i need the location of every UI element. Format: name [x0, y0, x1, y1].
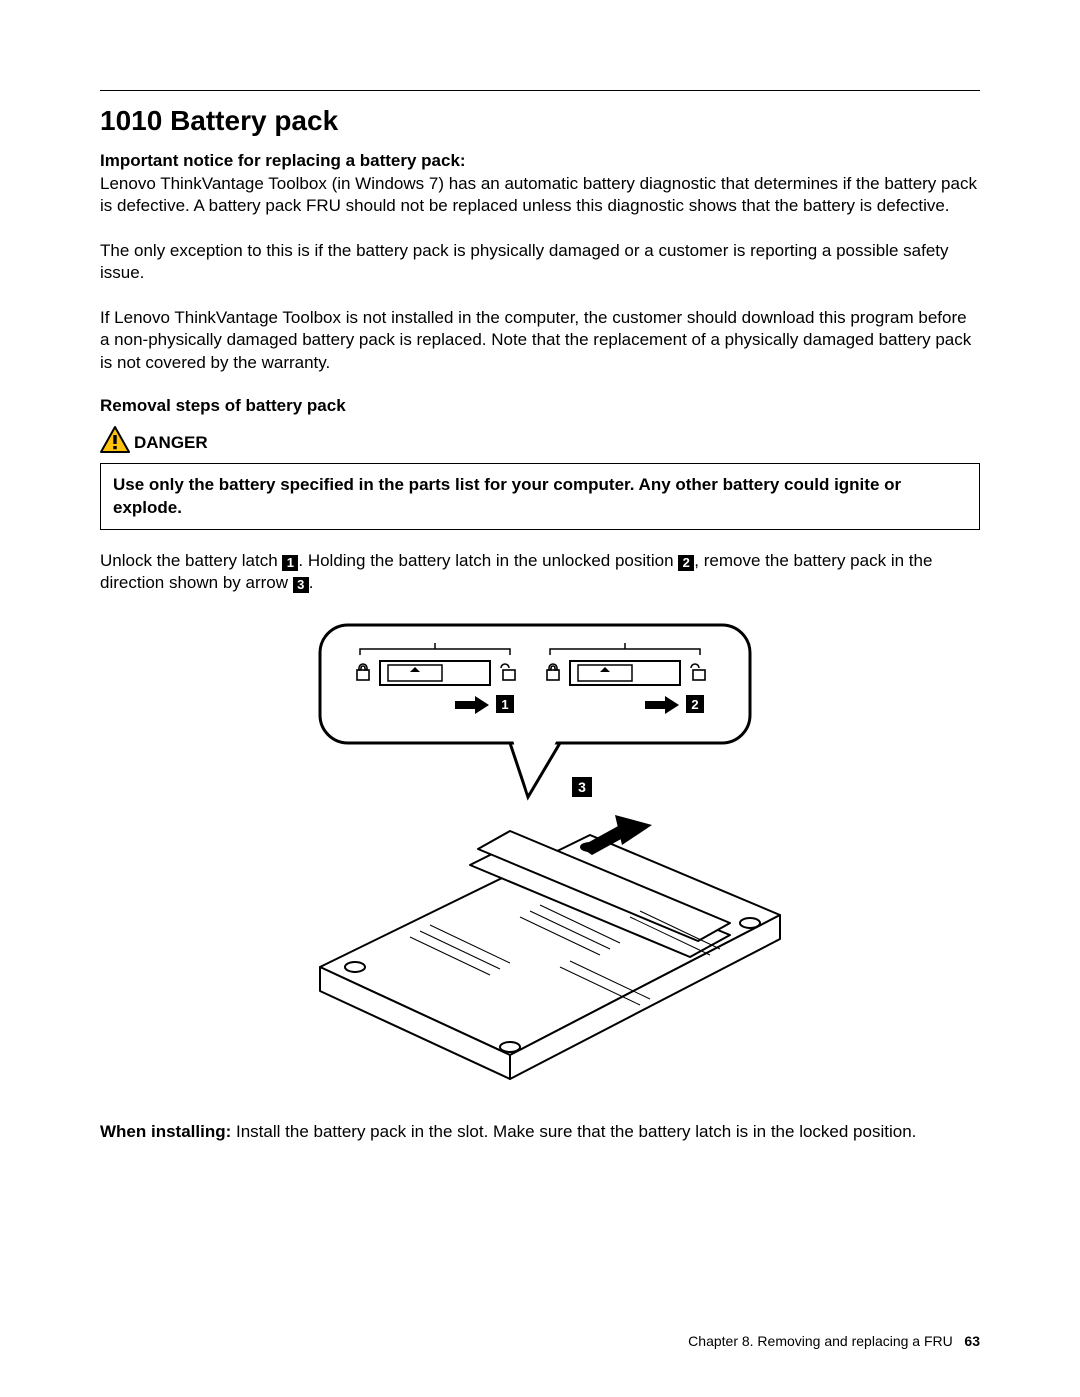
notice-paragraph-2: The only exception to this is if the bat… — [100, 240, 980, 285]
footer-page-number: 63 — [964, 1333, 980, 1349]
step-badge-2: 2 — [678, 555, 694, 571]
danger-box: Use only the battery specified in the pa… — [100, 463, 980, 530]
removal-heading: Removal steps of battery pack — [100, 396, 980, 416]
document-page: 1010 Battery pack Important notice for r… — [0, 0, 1080, 1397]
notice-paragraph-3: If Lenovo ThinkVantage Toolbox is not in… — [100, 307, 980, 374]
danger-label: DANGER — [134, 433, 208, 453]
notice-heading: Important notice for replacing a battery… — [100, 151, 980, 171]
page-footer: Chapter 8. Removing and replacing a FRU … — [688, 1333, 980, 1349]
figure-container: 1 — [100, 617, 980, 1097]
footer-chapter: Chapter 8. Removing and replacing a FRU — [688, 1333, 953, 1349]
install-text: Install the battery pack in the slot. Ma… — [231, 1122, 916, 1141]
danger-box-text: Use only the battery specified in the pa… — [113, 474, 967, 519]
danger-triangle-icon — [100, 426, 130, 453]
unlock-text-1: Unlock the battery latch — [100, 551, 282, 570]
unlock-text-4: . — [309, 573, 314, 592]
install-bold: When installing: — [100, 1122, 231, 1141]
section-heading: 1010 Battery pack — [100, 105, 980, 137]
top-rule — [100, 90, 980, 91]
unlock-text-2: . Holding the battery latch in the unloc… — [298, 551, 678, 570]
notice-paragraph-1: Lenovo ThinkVantage Toolbox (in Windows … — [100, 173, 980, 218]
step-badge-3: 3 — [293, 577, 309, 593]
step-badge-1: 1 — [282, 555, 298, 571]
install-instructions: When installing: Install the battery pac… — [100, 1121, 980, 1143]
figure-badge-2: 2 — [691, 697, 698, 712]
laptop-isometric — [320, 831, 780, 1079]
battery-removal-figure: 1 — [260, 617, 820, 1097]
figure-badge-3: 3 — [578, 779, 586, 795]
unlock-instructions: Unlock the battery latch 1. Holding the … — [100, 550, 980, 595]
danger-heading-row: DANGER — [100, 426, 980, 453]
figure-badge-1: 1 — [501, 697, 508, 712]
